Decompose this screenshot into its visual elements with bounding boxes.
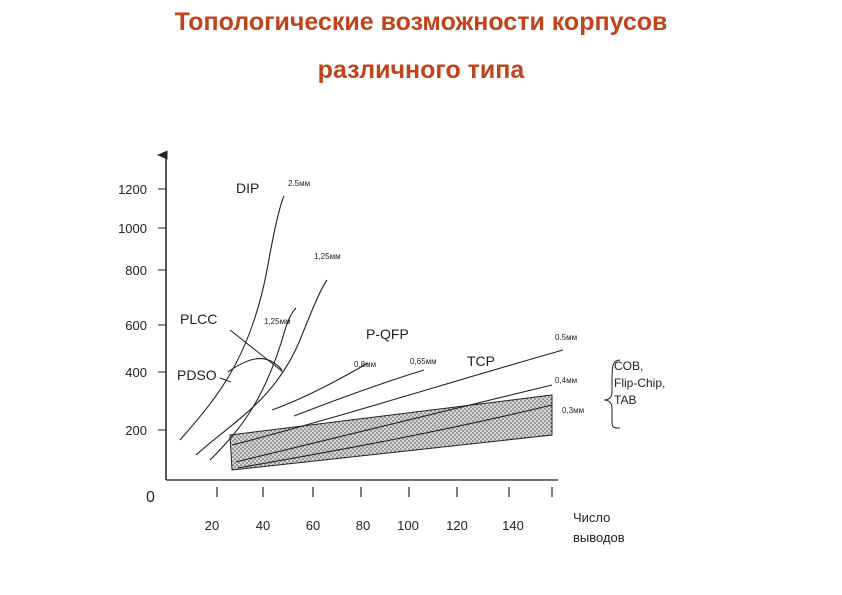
origin-label: 0 xyxy=(146,489,155,506)
pitch-03-label: 0,3мм xyxy=(562,406,584,415)
pitch-08-label: 0,8мм xyxy=(354,360,376,369)
cob-flip-chip-tab-band xyxy=(229,394,553,471)
pqfp-065-curve xyxy=(293,369,425,417)
x-tick-label: 20 xyxy=(205,518,219,533)
y-tick-label: 1000 xyxy=(118,221,147,236)
y-tick-label: 1200 xyxy=(118,182,147,197)
pitch-dip2-label: 1,25мм xyxy=(314,252,341,261)
band-label-flip-chip: Flip-Chip, xyxy=(614,376,665,390)
x-ticks: 20 40 60 80 100 120 140 xyxy=(205,487,553,533)
band-label-tab: TAB xyxy=(614,393,636,407)
pitch-dip-label: 2.5мм xyxy=(288,179,310,188)
tcp-04-curve xyxy=(235,384,553,463)
tcp-label: TCP xyxy=(467,353,495,369)
x-tick-label: 80 xyxy=(356,518,370,533)
x-tick-label: 120 xyxy=(446,518,468,533)
series-lines xyxy=(179,195,564,469)
pitch-065-label: 0,65мм xyxy=(410,357,437,366)
x-axis-label-line-2: выводов xyxy=(573,530,625,545)
pitch-plcc-label: 1,25мм xyxy=(264,317,291,326)
dip-curve xyxy=(179,195,285,441)
x-axis-label-line-1: Число xyxy=(573,510,610,525)
x-tick-label: 100 xyxy=(397,518,419,533)
y-tick-label: 600 xyxy=(125,318,147,333)
y-tick-label: 200 xyxy=(125,423,147,438)
dip-curve-2 xyxy=(195,279,328,456)
x-tick-label: 60 xyxy=(306,518,320,533)
y-ticks: 200 400 600 800 1000 1200 xyxy=(118,182,166,438)
tcp-05-curve xyxy=(231,349,564,446)
pdso-leader xyxy=(219,377,232,383)
pitch-05-label: 0.5мм xyxy=(555,333,577,342)
plcc-leader xyxy=(229,329,284,373)
band-brace xyxy=(603,359,621,429)
pdso-curve xyxy=(227,358,283,373)
dip-label: DIP xyxy=(236,180,259,196)
plcc-label: PLCC xyxy=(180,311,217,327)
x-tick-label: 140 xyxy=(502,518,524,533)
y-tick-label: 800 xyxy=(125,263,147,278)
pqfp-08-curve xyxy=(271,362,369,411)
y-tick-label: 400 xyxy=(125,365,147,380)
pitch-04-label: 0,4мм xyxy=(555,376,577,385)
band-label-cob: COB, xyxy=(614,359,643,373)
page-title-line-2: различного типа xyxy=(317,56,525,84)
pqfp-label: P-QFP xyxy=(366,326,409,342)
plcc-curve xyxy=(209,307,297,461)
x-tick-label: 40 xyxy=(256,518,270,533)
page-title-line-1: Топологические возможности корпусов xyxy=(174,8,668,36)
tcp-03-curve xyxy=(237,404,553,469)
pdso-label: PDSO xyxy=(177,367,217,383)
